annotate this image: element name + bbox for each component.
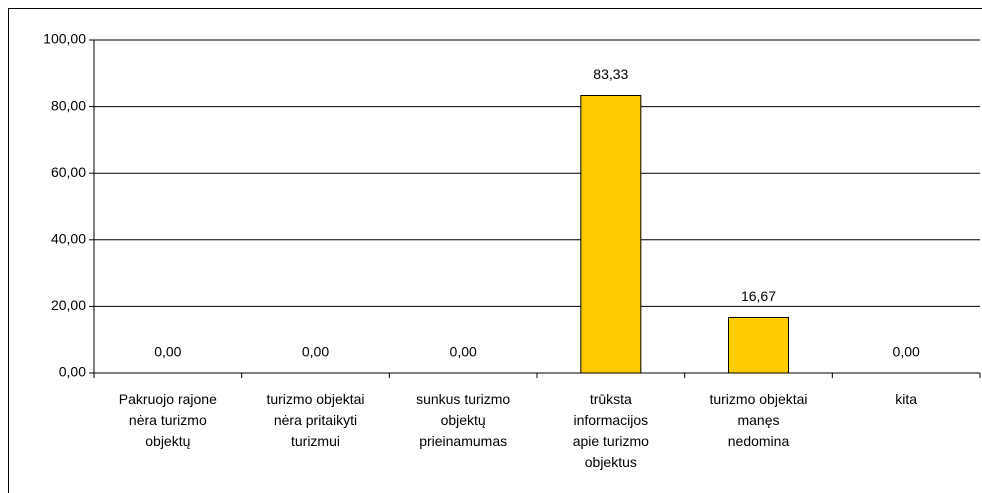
bar: [728, 316, 789, 374]
value-label: 0,00: [154, 344, 181, 360]
value-label: 0,00: [450, 344, 477, 360]
y-tick-label: 100,00: [43, 31, 86, 47]
x-tick-label: kita: [895, 391, 918, 407]
value-label: 0,00: [893, 344, 920, 360]
y-tick-label: 40,00: [51, 231, 86, 247]
value-label: 83,33: [593, 66, 628, 82]
x-tick-label: sunkus turizmo objektų prieinamumas: [416, 391, 511, 449]
x-tick-label: Pakruojo rajone nėra turizmo objektų: [118, 391, 217, 449]
x-tick-label: turizmo objektai manęs nedomina: [709, 391, 808, 449]
x-tick-label: trūksta informacijos apie turizmo objekt…: [572, 391, 649, 470]
y-tick-label: 20,00: [51, 297, 86, 313]
value-label: 0,00: [302, 344, 329, 360]
y-tick-label: 60,00: [51, 164, 86, 180]
chart-border: [8, 8, 982, 493]
x-tick-label: turizmo objektai nėra pritaikyti turizmu…: [266, 391, 365, 449]
y-tick-label: 0,00: [59, 364, 86, 380]
value-label: 16,67: [741, 288, 776, 304]
y-tick-label: 80,00: [51, 97, 86, 113]
bar: [580, 95, 642, 374]
